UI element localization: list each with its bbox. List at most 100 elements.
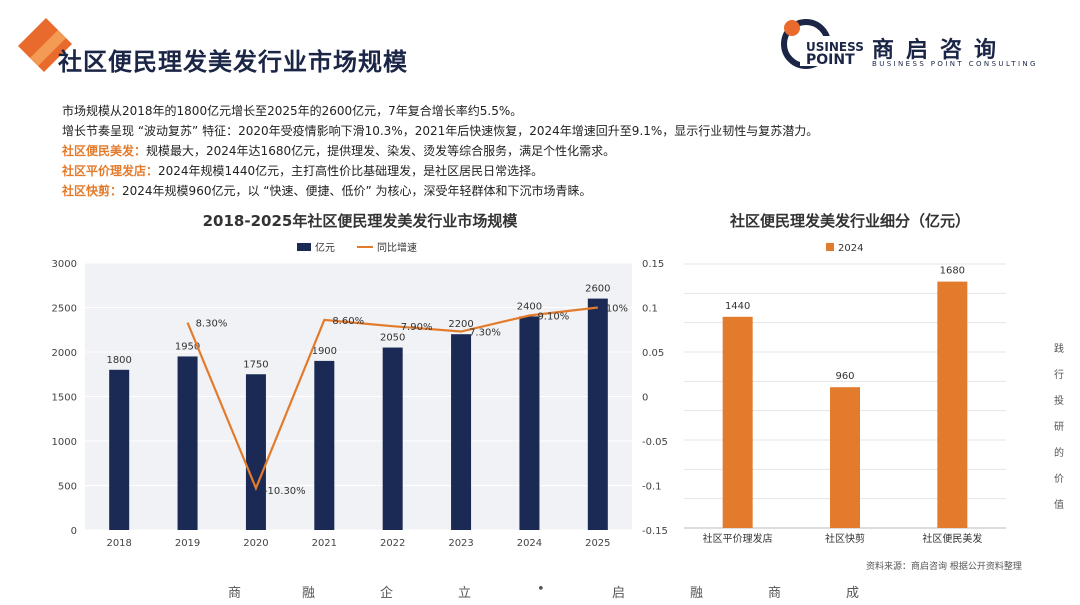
growth-value-label: 7.30% — [469, 328, 501, 339]
summary-item: 社区快剪：2024年规模960亿元，以 “快速、便捷、低价” 为核心，深受年轻群… — [62, 181, 1042, 201]
y2-tick-label: 0.05 — [642, 348, 664, 359]
footer-char: 融 — [690, 586, 704, 601]
summary-item-label: 社区平价理发店： — [62, 164, 159, 178]
x-tick-label: 2021 — [312, 538, 337, 549]
summary-item-text: 规模最大，2024年达1680亿元，提供理发、染发、烫发等综合服务，满足个性化需… — [146, 144, 616, 158]
growth-value-label: 8.60% — [332, 316, 364, 327]
page-title: 社区便民理发美发行业市场规模 — [58, 48, 408, 76]
x-tick-label: 2019 — [175, 538, 200, 549]
bar — [109, 369, 130, 530]
logo-tagline: BUSINESS POINT CONSULTING — [872, 60, 1038, 68]
footer-char: 融 — [302, 586, 316, 601]
bar-value-label: 1800 — [106, 355, 131, 366]
bar-value-label: 2400 — [517, 301, 542, 312]
x-tick-label: 社区便民美发 — [922, 532, 982, 545]
y-tick-label: 500 — [58, 482, 77, 493]
market-size-chart-title: 2018-2025年社区便民理发美发行业市场规模 — [202, 212, 518, 230]
y-tick-label: 1500 — [52, 393, 77, 404]
x-tick-label: 2020 — [243, 538, 268, 549]
side-slogan-char: 行 — [1054, 370, 1064, 381]
logo-business-text: USINESS — [806, 40, 864, 54]
y-tick-label: 2000 — [52, 348, 77, 359]
footer-char: • — [537, 582, 545, 597]
summary-item-label: 社区快剪： — [62, 184, 123, 198]
bar — [722, 316, 753, 528]
summary-line-1: 市场规模从2018年的1800亿元增长至2025年的2600亿元，7年复合增长率… — [62, 104, 523, 118]
x-tick-label: 2023 — [448, 538, 473, 549]
bar — [937, 281, 968, 528]
legend-swatch-bar — [297, 243, 311, 251]
growth-value-label: 8.30% — [196, 319, 228, 330]
side-slogan-char: 研 — [1054, 422, 1064, 433]
footer-char: 立 — [458, 586, 472, 601]
segment-chart: 1440 社区平价理发店 960 社区快剪 1680 社区便民美发 2024 — [684, 243, 1006, 545]
summary-item-label: 社区便民美发： — [62, 144, 147, 158]
y2-tick-label: -0.05 — [642, 437, 668, 448]
bar — [382, 347, 403, 530]
growth-value-label: 10% — [606, 304, 628, 315]
x-tick-label: 社区快剪 — [825, 532, 865, 545]
y-tick-label: 0 — [71, 526, 77, 537]
side-slogan-char: 的 — [1054, 448, 1064, 459]
bar — [830, 387, 860, 528]
x-tick-label: 2022 — [380, 538, 405, 549]
footer-char: 商 — [768, 586, 782, 601]
y2-tick-label: -0.1 — [642, 482, 662, 493]
y2-tick-label: 0.15 — [642, 259, 664, 270]
footer-char: 启 — [612, 586, 626, 601]
bar-value-label: 960 — [835, 371, 854, 382]
legend-swatch-bar — [826, 243, 834, 251]
footer-char: 商 — [228, 586, 242, 601]
y2-tick-label: 0 — [642, 393, 648, 404]
bar-value-label: 2050 — [380, 333, 405, 344]
footer-slogan: 商 融 企 立 • 启 融 商 成 — [0, 582, 1080, 601]
y-tick-label: 1000 — [52, 437, 77, 448]
growth-value-label: 9.10% — [537, 312, 569, 323]
summary-item: 社区便民美发：规模最大，2024年达1680亿元，提供理发、染发、烫发等综合服务… — [62, 141, 1042, 161]
bar-value-label: 1440 — [725, 301, 750, 312]
x-tick-label: 2025 — [585, 538, 610, 549]
summary-item: 社区平价理发店：2024年规模1440亿元，主打高性价比基础理发，是社区居民日常… — [62, 161, 1042, 181]
side-slogan-char: 价 — [1054, 474, 1064, 485]
title-corner-decoration — [18, 18, 72, 72]
logo-point-text: POINT — [806, 52, 855, 68]
bar — [314, 360, 335, 530]
growth-value-label: 7.90% — [401, 322, 433, 333]
x-tick-label: 社区平价理发店 — [703, 532, 773, 545]
data-source-note: 资料来源：商启咨询 根据公开资料整理 — [866, 562, 1022, 572]
summary-item-text: 2024年规模1440亿元，主打高性价比基础理发，是社区居民日常选择。 — [158, 164, 544, 178]
legend-label: 亿元 — [315, 241, 335, 254]
legend-label: 同比增速 — [377, 241, 417, 254]
summary-line-2: 增长节奏呈现 “波动复苏” 特征：2020年受疫情影响下滑10.3%，2021年… — [62, 124, 819, 138]
footer-char: 企 — [380, 586, 394, 601]
growth-value-label: -10.30% — [264, 486, 306, 497]
side-slogan-char: 投 — [1054, 396, 1064, 407]
bar-value-label: 2600 — [585, 284, 610, 295]
growth-line — [186, 306, 598, 492]
bar — [245, 374, 266, 530]
x-tick-label: 2024 — [517, 538, 542, 549]
bar — [519, 316, 540, 530]
bar — [451, 334, 472, 530]
summary-item-text: 2024年规模960亿元，以 “快速、便捷、低价” 为核心，深受年轻群体和下沉市… — [122, 184, 592, 198]
bar-value-label: 1750 — [243, 359, 268, 370]
bar-value-label: 1900 — [312, 346, 337, 357]
bar — [177, 356, 198, 530]
segment-chart-title: 社区便民理发美发行业细分（亿元） — [729, 212, 970, 230]
bar-value-label: 2200 — [448, 319, 473, 330]
bar-value-label: 1680 — [940, 266, 965, 277]
y2-tick-label: -0.15 — [642, 526, 668, 537]
company-logo: USINESS POINT 商启咨询 BUSINESS POINT CONSUL… — [780, 16, 1070, 72]
y-tick-label: 3000 — [52, 259, 77, 270]
market-size-chart: 0 500 1000 1500 2000 2500 3000 -0.15 -0.1 -0.05 0 0… — [52, 241, 668, 549]
y-tick-label: 2500 — [52, 304, 77, 315]
logo-mark-icon — [781, 19, 840, 69]
summary-text: 市场规模从2018年的1800亿元增长至2025年的2600亿元，7年复合增长率… — [62, 101, 1042, 201]
bar — [587, 298, 608, 530]
y2-tick-label: 0.1 — [642, 304, 658, 315]
x-tick-label: 2018 — [106, 538, 131, 549]
bar-value-label: 1950 — [175, 341, 200, 352]
legend-label: 2024 — [838, 243, 863, 254]
side-slogan-char: 值 — [1054, 500, 1064, 511]
side-slogan: 践 行 投 研 的 价 值 — [1052, 340, 1066, 522]
